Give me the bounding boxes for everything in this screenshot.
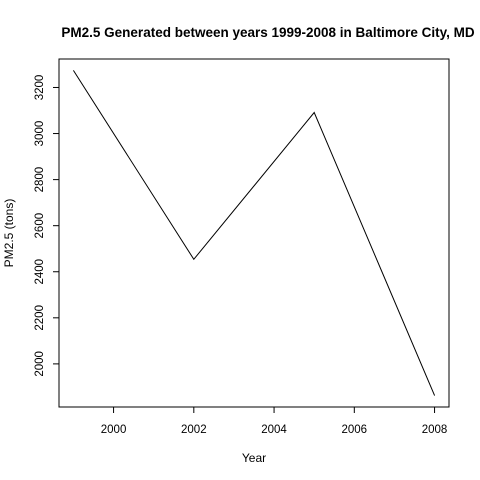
- y-axis: 2000 2200 2400 2600 2800 3000 3200: [34, 75, 59, 377]
- series-line: [72, 70, 436, 396]
- x-tick-label-2008: 2008: [422, 424, 448, 436]
- chart-title: PM2.5 Generated between years 1999-2008 …: [61, 25, 474, 40]
- y-tick-label-2000: 2000: [34, 351, 46, 377]
- x-tick-label-2006: 2006: [342, 424, 368, 436]
- y-tick-label-3200: 3200: [34, 75, 46, 101]
- x-tick-label-2000: 2000: [101, 424, 127, 436]
- y-axis-label: PM2.5 (tons): [2, 199, 16, 268]
- x-axis-label: Year: [242, 451, 266, 465]
- y-tick-label-2800: 2800: [34, 167, 46, 193]
- y-tick-label-3000: 3000: [34, 121, 46, 147]
- x-tick-label-2004: 2004: [261, 424, 287, 436]
- x-axis: 2000 2002 2004 2006 2008: [101, 407, 448, 436]
- series-group: [72, 70, 436, 396]
- y-tick-label-2400: 2400: [34, 259, 46, 285]
- plot-box: [58, 58, 450, 408]
- y-tick-label-2200: 2200: [34, 305, 46, 331]
- x-tick-label-2002: 2002: [181, 424, 207, 436]
- y-tick-label-2600: 2600: [34, 213, 46, 239]
